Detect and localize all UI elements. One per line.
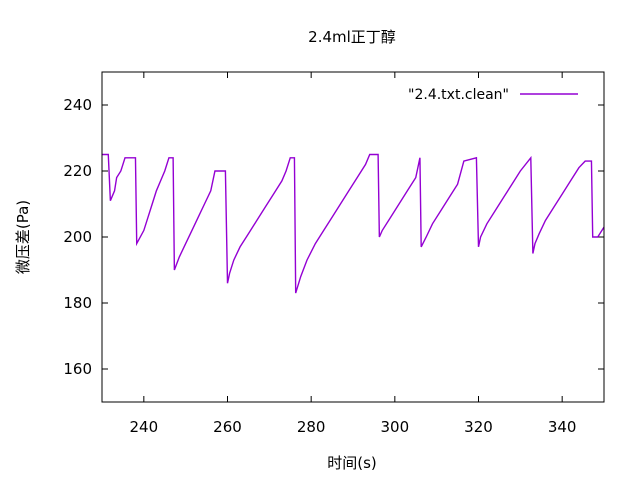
series-line [102, 153, 605, 294]
y-tick-label: 180 [63, 294, 92, 312]
y-axis-ticks: 160 180 200 220 240 [63, 96, 604, 378]
x-tick-label: 300 [381, 418, 410, 436]
y-tick-label: 160 [63, 360, 92, 378]
y-tick-label: 220 [63, 162, 92, 180]
y-tick-label: 200 [63, 228, 92, 246]
x-tick-label: 320 [464, 418, 493, 436]
legend: "2.4.txt.clean" [408, 87, 578, 103]
y-axis-label: 微压差(Pa) [14, 200, 32, 274]
x-tick-label: 260 [213, 418, 242, 436]
legend-label: "2.4.txt.clean" [408, 87, 509, 103]
chart-title: 2.4ml正丁醇 [308, 28, 396, 46]
plot-area-frame [101, 71, 605, 403]
x-tick-label: 340 [548, 418, 577, 436]
y-tick-label: 240 [63, 96, 92, 114]
x-axis-ticks: 240 260 280 300 320 340 [130, 72, 577, 436]
x-tick-label: 240 [130, 418, 159, 436]
x-axis-label: 时间(s) [327, 454, 377, 472]
x-tick-label: 280 [297, 418, 326, 436]
